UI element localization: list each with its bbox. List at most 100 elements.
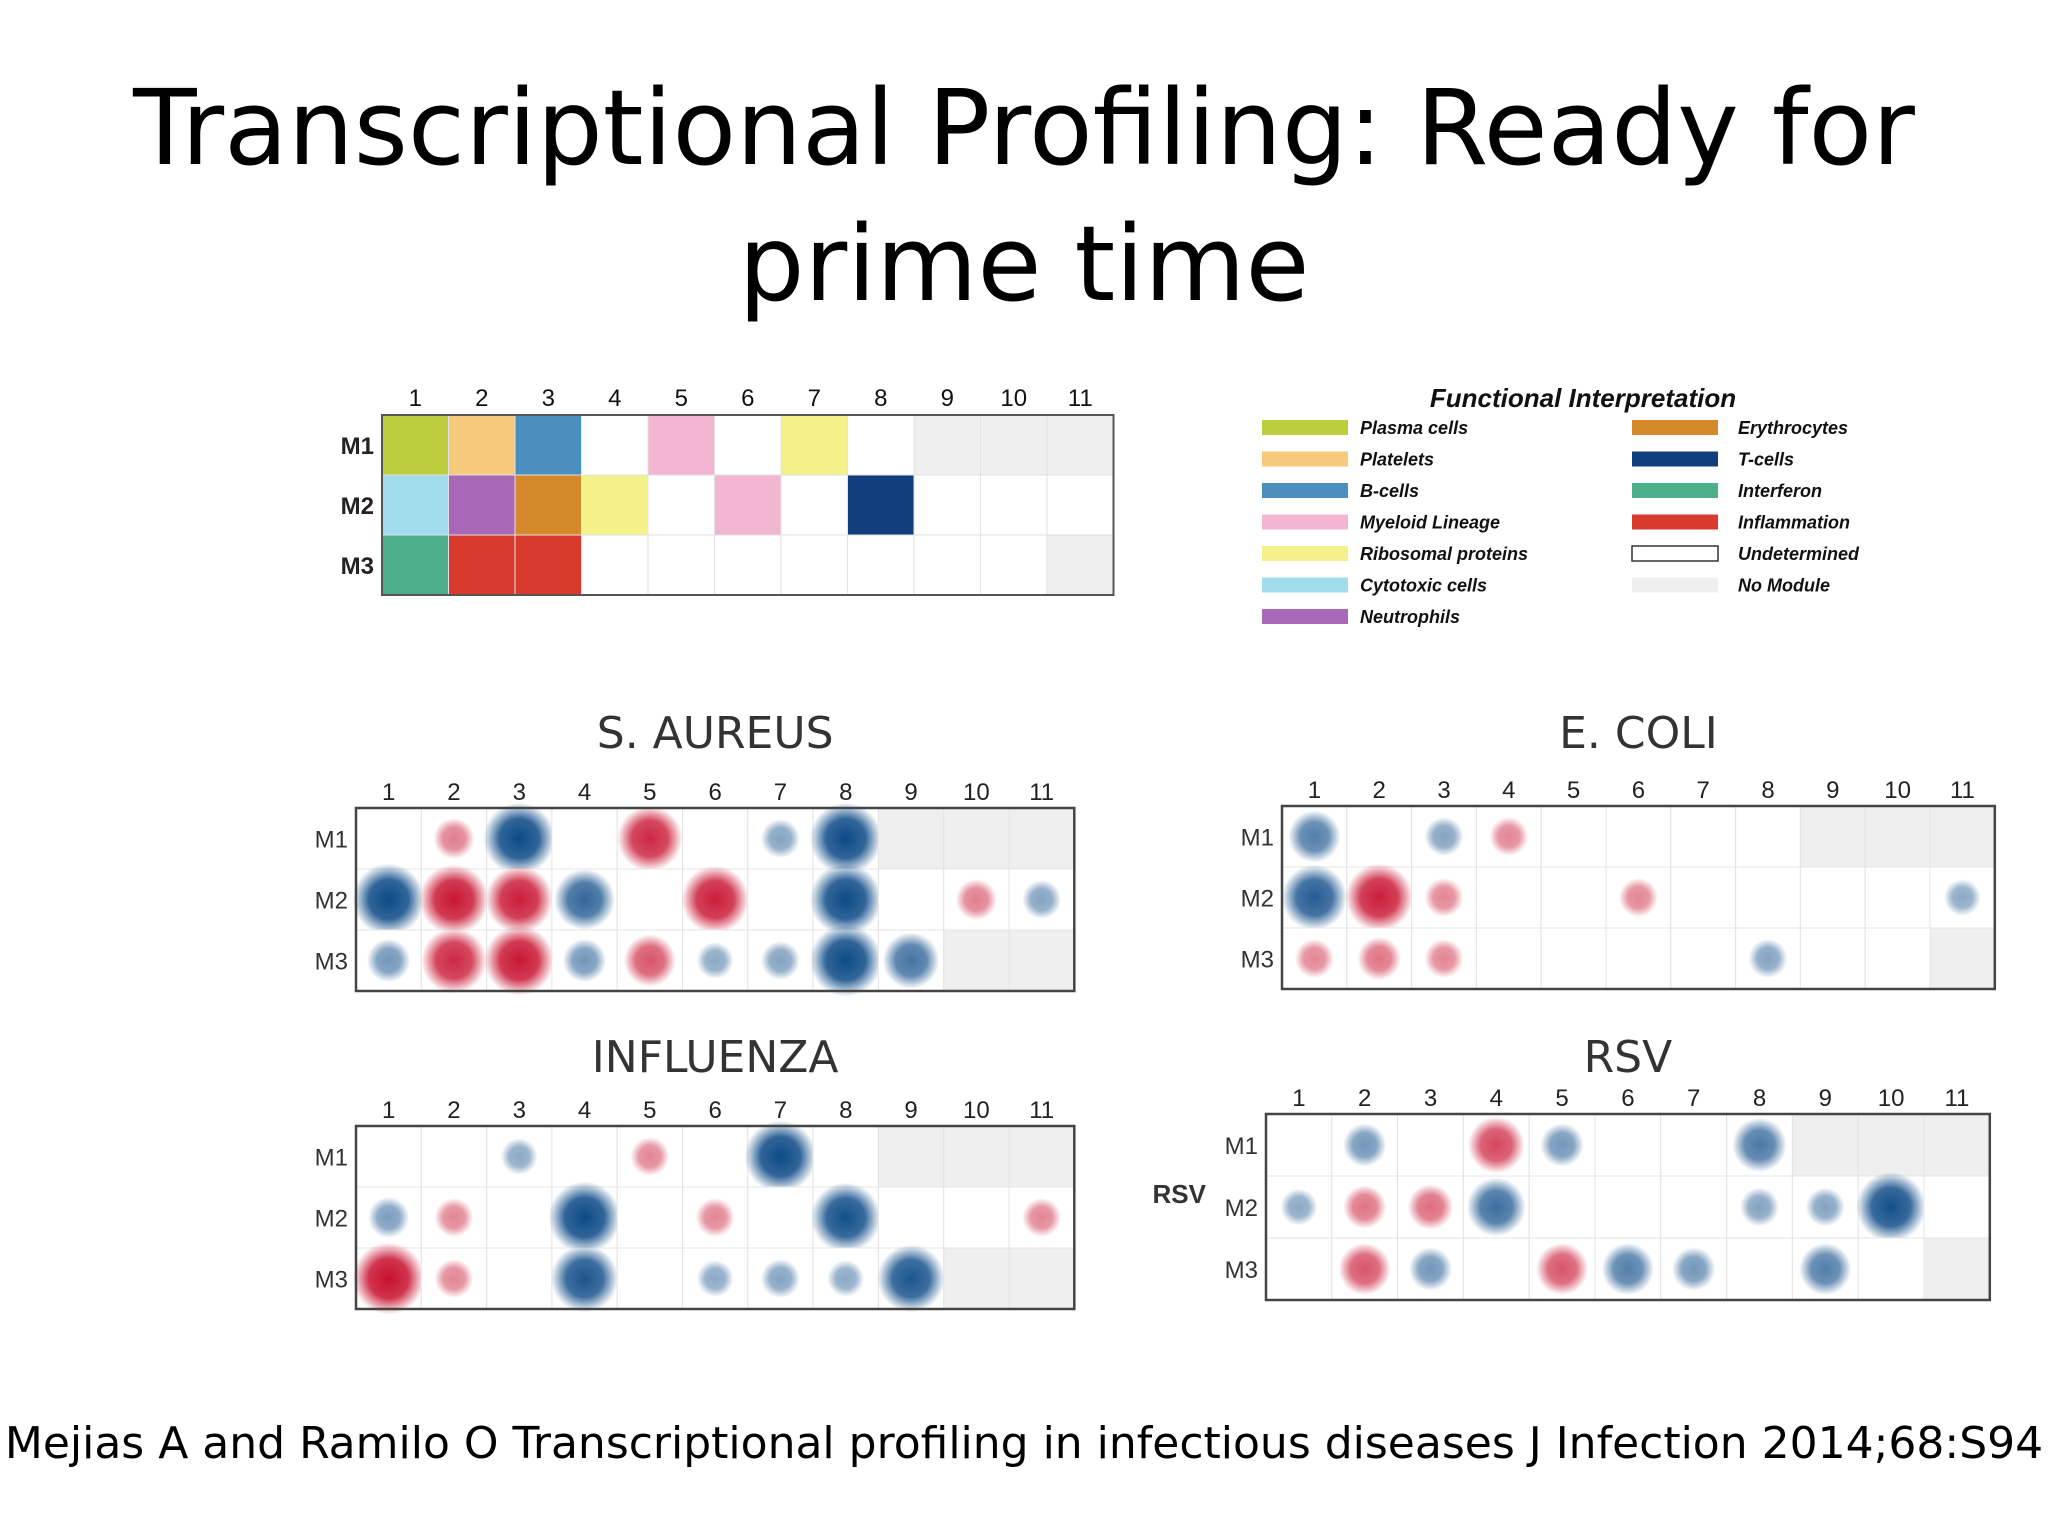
- e-coli-cell: [1346, 805, 1413, 868]
- e-coli-cell: [1670, 927, 1737, 990]
- module-map-cell: [381, 534, 449, 596]
- influenza-col-label: 6: [708, 1097, 721, 1124]
- rsv-spot: [1468, 1116, 1525, 1174]
- e-coli-spot: [1294, 939, 1334, 978]
- module-map-row-label: M3: [341, 553, 374, 580]
- rsv-cell: [1397, 1113, 1464, 1177]
- rsv-col-label: 5: [1555, 1085, 1568, 1112]
- module-map-cell: [514, 534, 582, 596]
- s-aureus-spot: [485, 865, 554, 934]
- influenza-spot: [744, 1120, 817, 1193]
- influenza-spot: [827, 1260, 865, 1297]
- influenza-col-label: 10: [963, 1097, 990, 1124]
- e-coli-frame: [1280, 804, 1997, 991]
- module-map-cell: [847, 474, 915, 536]
- influenza-spot: [352, 1242, 425, 1315]
- rsv-chart: RSV RSV 1 2 3 4 5 6 7 8 9 10 11 M1 M2 M3: [1153, 1032, 1992, 1302]
- e-coli-cell: [1799, 866, 1866, 929]
- legend-label: Plasma cells: [1360, 418, 1468, 438]
- rsv-side-label: RSV: [1153, 1179, 1207, 1209]
- e-coli-col-label: 5: [1567, 777, 1580, 804]
- rsv-col-label: 8: [1753, 1085, 1766, 1112]
- module-map-cell: [913, 414, 981, 476]
- legend-label: Ribosomal proteins: [1360, 544, 1528, 564]
- influenza-col-label: 11: [1029, 1097, 1054, 1124]
- rsv-col-label: 2: [1358, 1085, 1371, 1112]
- legend-swatch: [1632, 420, 1718, 435]
- legend-swatch: [1262, 577, 1348, 593]
- s-aureus-cell: [682, 807, 749, 870]
- s-aureus-col-label: 6: [708, 779, 721, 806]
- rsv-cell: [1923, 1237, 1991, 1301]
- module-map-cell: [714, 414, 782, 476]
- s-aureus-spot: [554, 869, 616, 930]
- influenza-cell: [420, 1125, 488, 1188]
- s-aureus-col-label: 7: [774, 779, 787, 806]
- influenza-spot: [548, 1181, 621, 1254]
- e-coli-cell: [1670, 805, 1737, 868]
- module-map-col-label: 5: [675, 385, 688, 412]
- legend-swatch: [1262, 609, 1348, 624]
- legend-swatch: [1262, 451, 1348, 467]
- s-aureus-cell: [877, 868, 945, 931]
- influenza-col-label: 9: [904, 1097, 917, 1124]
- legend-label: Neutrophils: [1360, 607, 1460, 627]
- e-coli-cell: [1735, 805, 1801, 868]
- s-aureus-spot: [617, 805, 683, 872]
- influenza-cell: [616, 1247, 684, 1310]
- influenza-cell: [682, 1125, 749, 1188]
- s-aureus-spot: [760, 941, 800, 980]
- rsv-spot: [1280, 1188, 1318, 1226]
- title-line-2: prime time: [738, 203, 1310, 325]
- influenza-col-label: 4: [578, 1097, 591, 1124]
- module-map-col-label: 10: [1000, 385, 1027, 412]
- rsv-col-label: 4: [1490, 1085, 1503, 1112]
- influenza-cell: [616, 1186, 684, 1249]
- module-map-col-label: 6: [741, 385, 754, 412]
- rsv-row-label: M3: [1225, 1257, 1258, 1284]
- rsv-col-label: 1: [1292, 1085, 1305, 1112]
- s-aureus-spot: [681, 865, 749, 934]
- rsv-spot: [1338, 1242, 1391, 1296]
- rsv-spot: [1408, 1247, 1453, 1291]
- s-aureus-spot: [1022, 880, 1062, 919]
- s-aureus-chart: S. AUREUS 1 2 3 4 5 6 7 8 9 10 11 M1 M2 M3: [315, 708, 1076, 997]
- module-map-cell: [381, 414, 449, 476]
- legend-swatch: [1262, 483, 1348, 498]
- module-map-col-label: 11: [1068, 385, 1093, 412]
- e-coli-cell: [1864, 866, 1931, 929]
- s-aureus-spot: [760, 819, 800, 858]
- s-aureus-cell: [943, 929, 1010, 992]
- e-coli-cell: [1864, 927, 1931, 990]
- e-coli-spot: [1748, 939, 1788, 978]
- legend-label: Myeloid Lineage: [1360, 513, 1500, 533]
- rsv-spot: [1799, 1242, 1852, 1296]
- influenza-row-label: M3: [315, 1267, 348, 1294]
- rsv-col-label: 9: [1819, 1085, 1832, 1112]
- s-aureus-frame: [354, 806, 1076, 993]
- module-map-cell: [980, 414, 1048, 476]
- influenza-frame: [354, 1124, 1076, 1311]
- influenza-cell: [877, 1125, 945, 1188]
- e-coli-cell: [1540, 927, 1607, 990]
- e-coli-col-label: 1: [1308, 777, 1321, 804]
- influenza-cell: [486, 1186, 553, 1249]
- influenza-cell: [486, 1247, 553, 1310]
- rsv-cell: [1857, 1113, 1925, 1177]
- legend-swatch: [1632, 514, 1718, 530]
- influenza-spot: [696, 1260, 734, 1297]
- influenza-cell: [943, 1247, 1010, 1310]
- module-map-row-label: M2: [341, 493, 374, 520]
- module-map-cell: [780, 474, 848, 536]
- influenza-spot: [434, 1259, 474, 1298]
- module-map-cell: [448, 474, 516, 536]
- influenza-row-label: M1: [315, 1145, 348, 1172]
- e-coli-spot: [1944, 879, 1981, 916]
- e-coli-cell: [1605, 927, 1672, 990]
- influenza-spot: [550, 1244, 619, 1313]
- module-map-cell: [780, 534, 848, 596]
- e-coli-col-label: 2: [1373, 777, 1386, 804]
- rsv-spot: [1732, 1117, 1787, 1173]
- slide-title: Transcriptional Profiling: Ready for pri…: [0, 60, 2048, 332]
- module-map-cell: [581, 474, 649, 536]
